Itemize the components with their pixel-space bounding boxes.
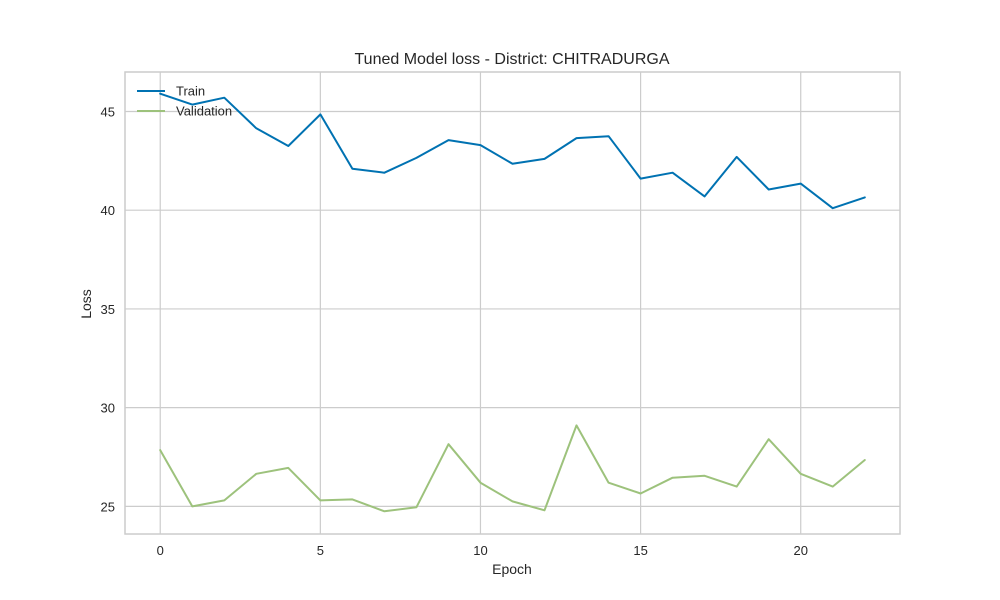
series-line-train bbox=[159, 92, 866, 210]
chart-title: Tuned Model loss - District: CHITRADURGA bbox=[354, 51, 669, 68]
series-lines bbox=[159, 92, 866, 513]
x-tick-label: 5 bbox=[317, 543, 324, 558]
x-tick-label: 10 bbox=[473, 543, 487, 558]
legend-label-train: Train bbox=[176, 84, 205, 99]
legend-label-validation: Validation bbox=[176, 104, 232, 119]
x-tick-label: 20 bbox=[793, 543, 807, 558]
x-tick-label: 0 bbox=[157, 543, 164, 558]
y-tick-label: 45 bbox=[101, 104, 115, 119]
y-tick-label: 40 bbox=[101, 203, 115, 218]
plot-frame bbox=[124, 71, 901, 535]
y-axis-label: Loss bbox=[78, 289, 94, 319]
series-line-validation bbox=[159, 424, 866, 513]
x-tick-label: 15 bbox=[633, 543, 647, 558]
x-axis-label: Epoch bbox=[492, 561, 532, 577]
grid bbox=[125, 72, 900, 534]
y-tick-label: 30 bbox=[101, 401, 115, 416]
y-tick-label: 25 bbox=[101, 499, 115, 514]
y-tick-label: 35 bbox=[101, 302, 115, 317]
legend: Train Validation bbox=[137, 84, 232, 119]
tick-labels: 0 5 10 15 20 25 30 35 40 45 bbox=[101, 104, 808, 558]
